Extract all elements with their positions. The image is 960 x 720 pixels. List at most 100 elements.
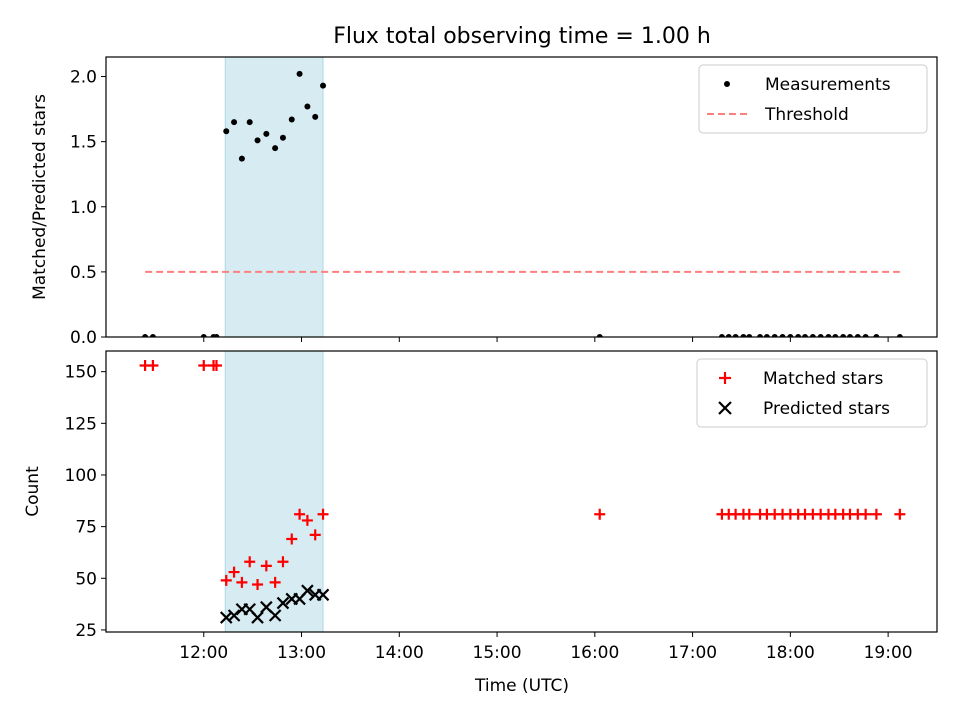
y-tick-label: 1.5 — [70, 133, 97, 153]
x-tick-label: 12:00 — [179, 643, 228, 663]
measurement-point — [149, 334, 156, 337]
matched-point — [244, 556, 256, 568]
measurement-point — [272, 145, 279, 152]
predicted-point — [301, 584, 314, 597]
legend-label: Measurements — [765, 75, 891, 95]
legend: Matched stars Predicted stars — [696, 358, 928, 428]
measurement-point — [832, 334, 839, 337]
predicted-point — [268, 609, 282, 622]
x-tick-label: 16:00 — [570, 643, 619, 663]
matched-point — [220, 574, 232, 586]
measurement-point — [787, 334, 794, 337]
x-tick-label: 13:00 — [277, 643, 326, 663]
predicted-point — [227, 609, 241, 622]
predicted-point — [276, 596, 290, 610]
measurement-point — [254, 137, 261, 144]
legend-label: Threshold — [764, 105, 849, 125]
matched-point — [252, 578, 264, 590]
measurement-point — [246, 119, 253, 126]
series-measurements — [142, 70, 903, 337]
legend-label: Matched stars — [763, 369, 883, 389]
measurement-point — [288, 116, 295, 123]
matched-point — [317, 508, 329, 520]
predicted-point — [251, 611, 264, 624]
count-y-axis-label: Count — [23, 466, 43, 517]
measurement-point — [746, 334, 753, 337]
matched-point — [236, 576, 248, 588]
legend-marker — [719, 372, 731, 384]
measurement-point — [142, 334, 149, 337]
legend-box — [696, 358, 928, 428]
measurement-point — [279, 134, 286, 141]
y-tick-label: 50 — [75, 569, 97, 589]
matched-point — [894, 508, 906, 520]
measurement-point — [725, 334, 732, 337]
observing-window-span — [224, 56, 324, 338]
legend-marker — [718, 401, 732, 415]
measurement-point — [817, 334, 824, 337]
matched-point — [294, 508, 306, 520]
matched-point — [210, 359, 222, 371]
matched-point — [277, 556, 289, 568]
legend-marker — [724, 81, 730, 87]
ratio-y-axis-label: Matched/Predicted stars — [30, 94, 50, 300]
measurement-point — [223, 128, 230, 135]
matched-point — [269, 576, 281, 588]
matched-point — [594, 508, 606, 520]
y-tick-label: 75 — [75, 518, 97, 538]
matched-point — [870, 508, 882, 520]
x-tick-label: 19:00 — [864, 643, 913, 663]
measurement-point — [873, 334, 880, 337]
measurement-point — [596, 334, 603, 337]
matched-point — [147, 359, 159, 371]
predicted-point — [316, 588, 330, 602]
predicted-point — [219, 611, 233, 624]
x-tick-label: 14:00 — [375, 643, 424, 663]
matched-point — [860, 508, 872, 520]
plot-area — [142, 70, 903, 337]
measurement-point — [795, 334, 802, 337]
measurement-point — [263, 130, 270, 137]
measurement-point — [802, 334, 809, 337]
measurement-point — [846, 334, 853, 337]
legend-label: Predicted stars — [763, 399, 890, 419]
measurement-point — [296, 70, 303, 77]
measurement-point — [779, 334, 786, 337]
matched-point — [743, 508, 755, 520]
y-tick-label: 150 — [65, 363, 97, 383]
measurement-point — [732, 334, 739, 337]
plot-area — [139, 359, 906, 624]
measurement-point — [771, 334, 778, 337]
axes-frame — [105, 56, 938, 338]
measurement-point — [840, 334, 847, 337]
y-tick-label: 0.0 — [70, 328, 97, 348]
axes-frame — [105, 350, 938, 633]
measurement-point — [213, 334, 220, 337]
matched-point — [228, 566, 240, 578]
legend-box — [698, 64, 928, 134]
matched-point — [301, 514, 313, 526]
measurement-point — [304, 103, 311, 110]
measurement-point — [825, 334, 832, 337]
ratio-panel: Matched/Predicted stars 0.0 0.5 1.0 1.5 2.0 M… — [30, 56, 938, 348]
measurement-point — [200, 334, 207, 337]
measurement-point — [862, 334, 869, 337]
x-tick-label: 15:00 — [473, 643, 522, 663]
measurement-point — [231, 119, 238, 126]
matched-point — [286, 533, 298, 545]
measurement-point — [763, 334, 770, 337]
measurement-point — [320, 82, 327, 89]
x-tick-label: 17:00 — [668, 643, 717, 663]
matched-point — [309, 529, 321, 541]
y-tick-label: 25 — [75, 621, 97, 641]
y-tick-label: 1.0 — [70, 198, 97, 218]
x-tick-label: 18:00 — [766, 643, 815, 663]
count-panel: Count Time (UTC) 25 50 75 100 125 150 12:00 13:… — [23, 350, 938, 696]
y-tick-label: 2.0 — [70, 68, 97, 88]
y-tick-label: 125 — [65, 414, 97, 434]
matched-point — [198, 359, 210, 371]
measurement-point — [740, 334, 747, 337]
measurement-point — [718, 334, 725, 337]
legend: Measurements Threshold — [698, 64, 928, 134]
